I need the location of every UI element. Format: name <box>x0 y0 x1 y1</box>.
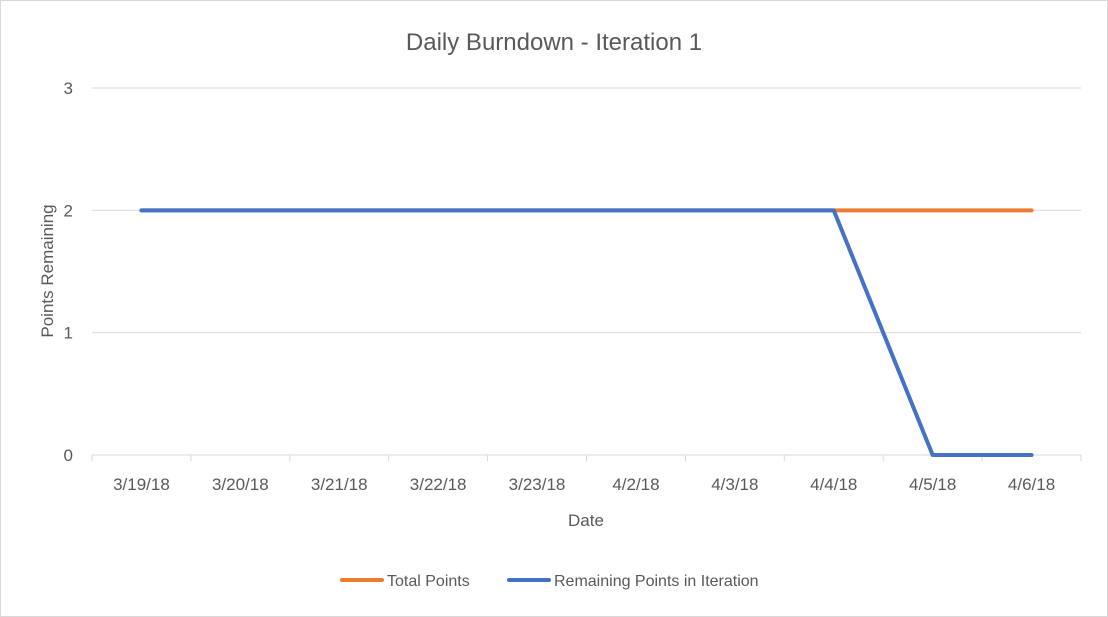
x-tick-label: 3/19/18 <box>113 475 170 494</box>
x-tick-label: 4/5/18 <box>909 475 956 494</box>
legend-total-points-label: Total Points <box>387 573 470 590</box>
chart-title: Daily Burndown - Iteration 1 <box>406 29 702 56</box>
remaining-points-line <box>139 208 1034 457</box>
x-tick-label: 4/2/18 <box>612 475 659 494</box>
y-tick-label: 0 <box>64 446 73 465</box>
x-tick-label: 3/23/18 <box>509 475 566 494</box>
y-tick-label: 1 <box>64 324 73 343</box>
series-lines <box>139 208 1034 457</box>
x-axis-tick-labels: 3/19/18 3/20/18 3/21/18 3/22/18 3/23/18 4/2/1… <box>113 475 1055 494</box>
x-tick-label: 4/6/18 <box>1008 475 1055 494</box>
x-tick-label: 4/4/18 <box>810 475 857 494</box>
x-axis-title: Date <box>568 511 604 530</box>
x-tick-label: 4/3/18 <box>711 475 758 494</box>
x-axis <box>91 454 1082 461</box>
y-axis-tick-labels: 0 1 2 3 <box>64 79 73 465</box>
legend: Total Points Remaining Points in Iteratio… <box>340 573 759 590</box>
y-tick-label: 3 <box>64 79 73 98</box>
x-tick-label: 3/20/18 <box>212 475 269 494</box>
y-tick-label: 2 <box>64 201 73 220</box>
y-axis-title: Points Remaining <box>38 204 57 337</box>
legend-remaining-points-label: Remaining Points in Iteration <box>554 573 759 590</box>
x-tick-label: 3/21/18 <box>311 475 368 494</box>
x-tick-label: 3/22/18 <box>410 475 467 494</box>
